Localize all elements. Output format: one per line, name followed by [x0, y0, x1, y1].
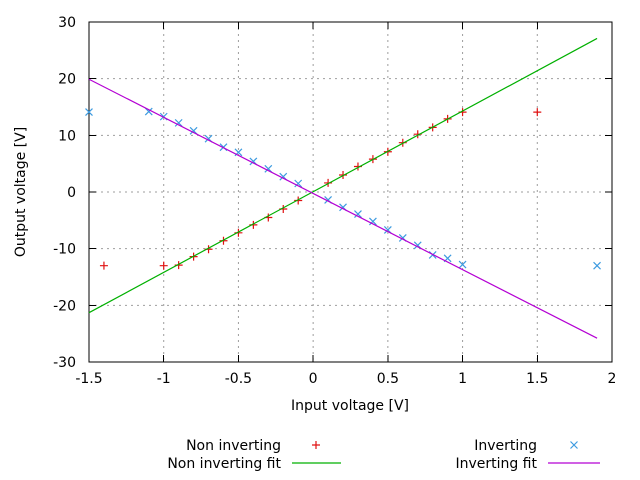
x-axis-title: Input voltage [V] [291, 398, 409, 414]
legend-plus-marker-icon [312, 441, 320, 449]
svg-text:2: 2 [608, 371, 617, 387]
data-point-inverting [294, 179, 303, 188]
data-point-inverting [144, 107, 153, 116]
legend-label-inverting: Inverting [474, 438, 537, 454]
svg-text:0: 0 [67, 185, 76, 201]
data-point-non-inverting [99, 261, 108, 270]
data-point-non-inverting [294, 196, 303, 205]
svg-text:-0.5: -0.5 [225, 371, 252, 387]
data-point-inverting [174, 118, 183, 127]
fit-line-inverting-fit [88, 78, 598, 339]
svg-text:0.5: 0.5 [377, 371, 399, 387]
series-non-inverting-fit [88, 37, 598, 314]
plot-render-layer: -1.5 -1 -0.5 0 0.5 1 1.5 2 -30 -20 -10 0 10 20 30 [53, 15, 616, 387]
data-point-inverting [264, 164, 273, 173]
data-point-inverting [368, 217, 377, 226]
svg-text:-10: -10 [53, 242, 76, 258]
legend: Non inverting Inverting Non inverting fi… [167, 438, 600, 472]
svg-text:10: 10 [58, 128, 76, 144]
fit-line-non-inverting-fit [88, 37, 598, 314]
svg-text:30: 30 [58, 15, 76, 31]
data-point-non-inverting [324, 178, 333, 187]
svg-text:0: 0 [309, 371, 318, 387]
series-inverting-fit [88, 78, 598, 339]
svg-text:-20: -20 [53, 298, 76, 314]
data-point-non-inverting [159, 261, 168, 270]
legend-label-inverting-fit: Inverting fit [455, 456, 537, 472]
svg-text:1: 1 [458, 371, 467, 387]
series-inverting [85, 107, 601, 270]
data-point-inverting [458, 260, 467, 269]
data-point-inverting [85, 108, 93, 117]
svg-text:20: 20 [58, 72, 76, 88]
svg-text:-1: -1 [157, 371, 171, 387]
y-tick-labels: -30 -20 -10 0 10 20 30 [53, 15, 76, 371]
x-tick-labels: -1.5 -1 -0.5 0 0.5 1 1.5 2 [75, 371, 616, 387]
y-axis-title: Output voltage [V] [13, 127, 29, 257]
svg-text:1.5: 1.5 [526, 371, 548, 387]
series-non-inverting [99, 108, 542, 270]
svg-text:-30: -30 [53, 355, 76, 371]
data-point-non-inverting [533, 108, 542, 117]
svg-text:-1.5: -1.5 [75, 371, 102, 387]
legend-label-non-inverting-fit: Non inverting fit [167, 456, 281, 472]
legend-cross-marker-icon [570, 441, 578, 449]
legend-label-non-inverting: Non inverting [186, 438, 281, 454]
data-point-inverting [593, 261, 601, 270]
grid-lines [89, 22, 612, 362]
data-point-inverting [354, 210, 362, 219]
axis-tick-marks [88, 21, 613, 363]
